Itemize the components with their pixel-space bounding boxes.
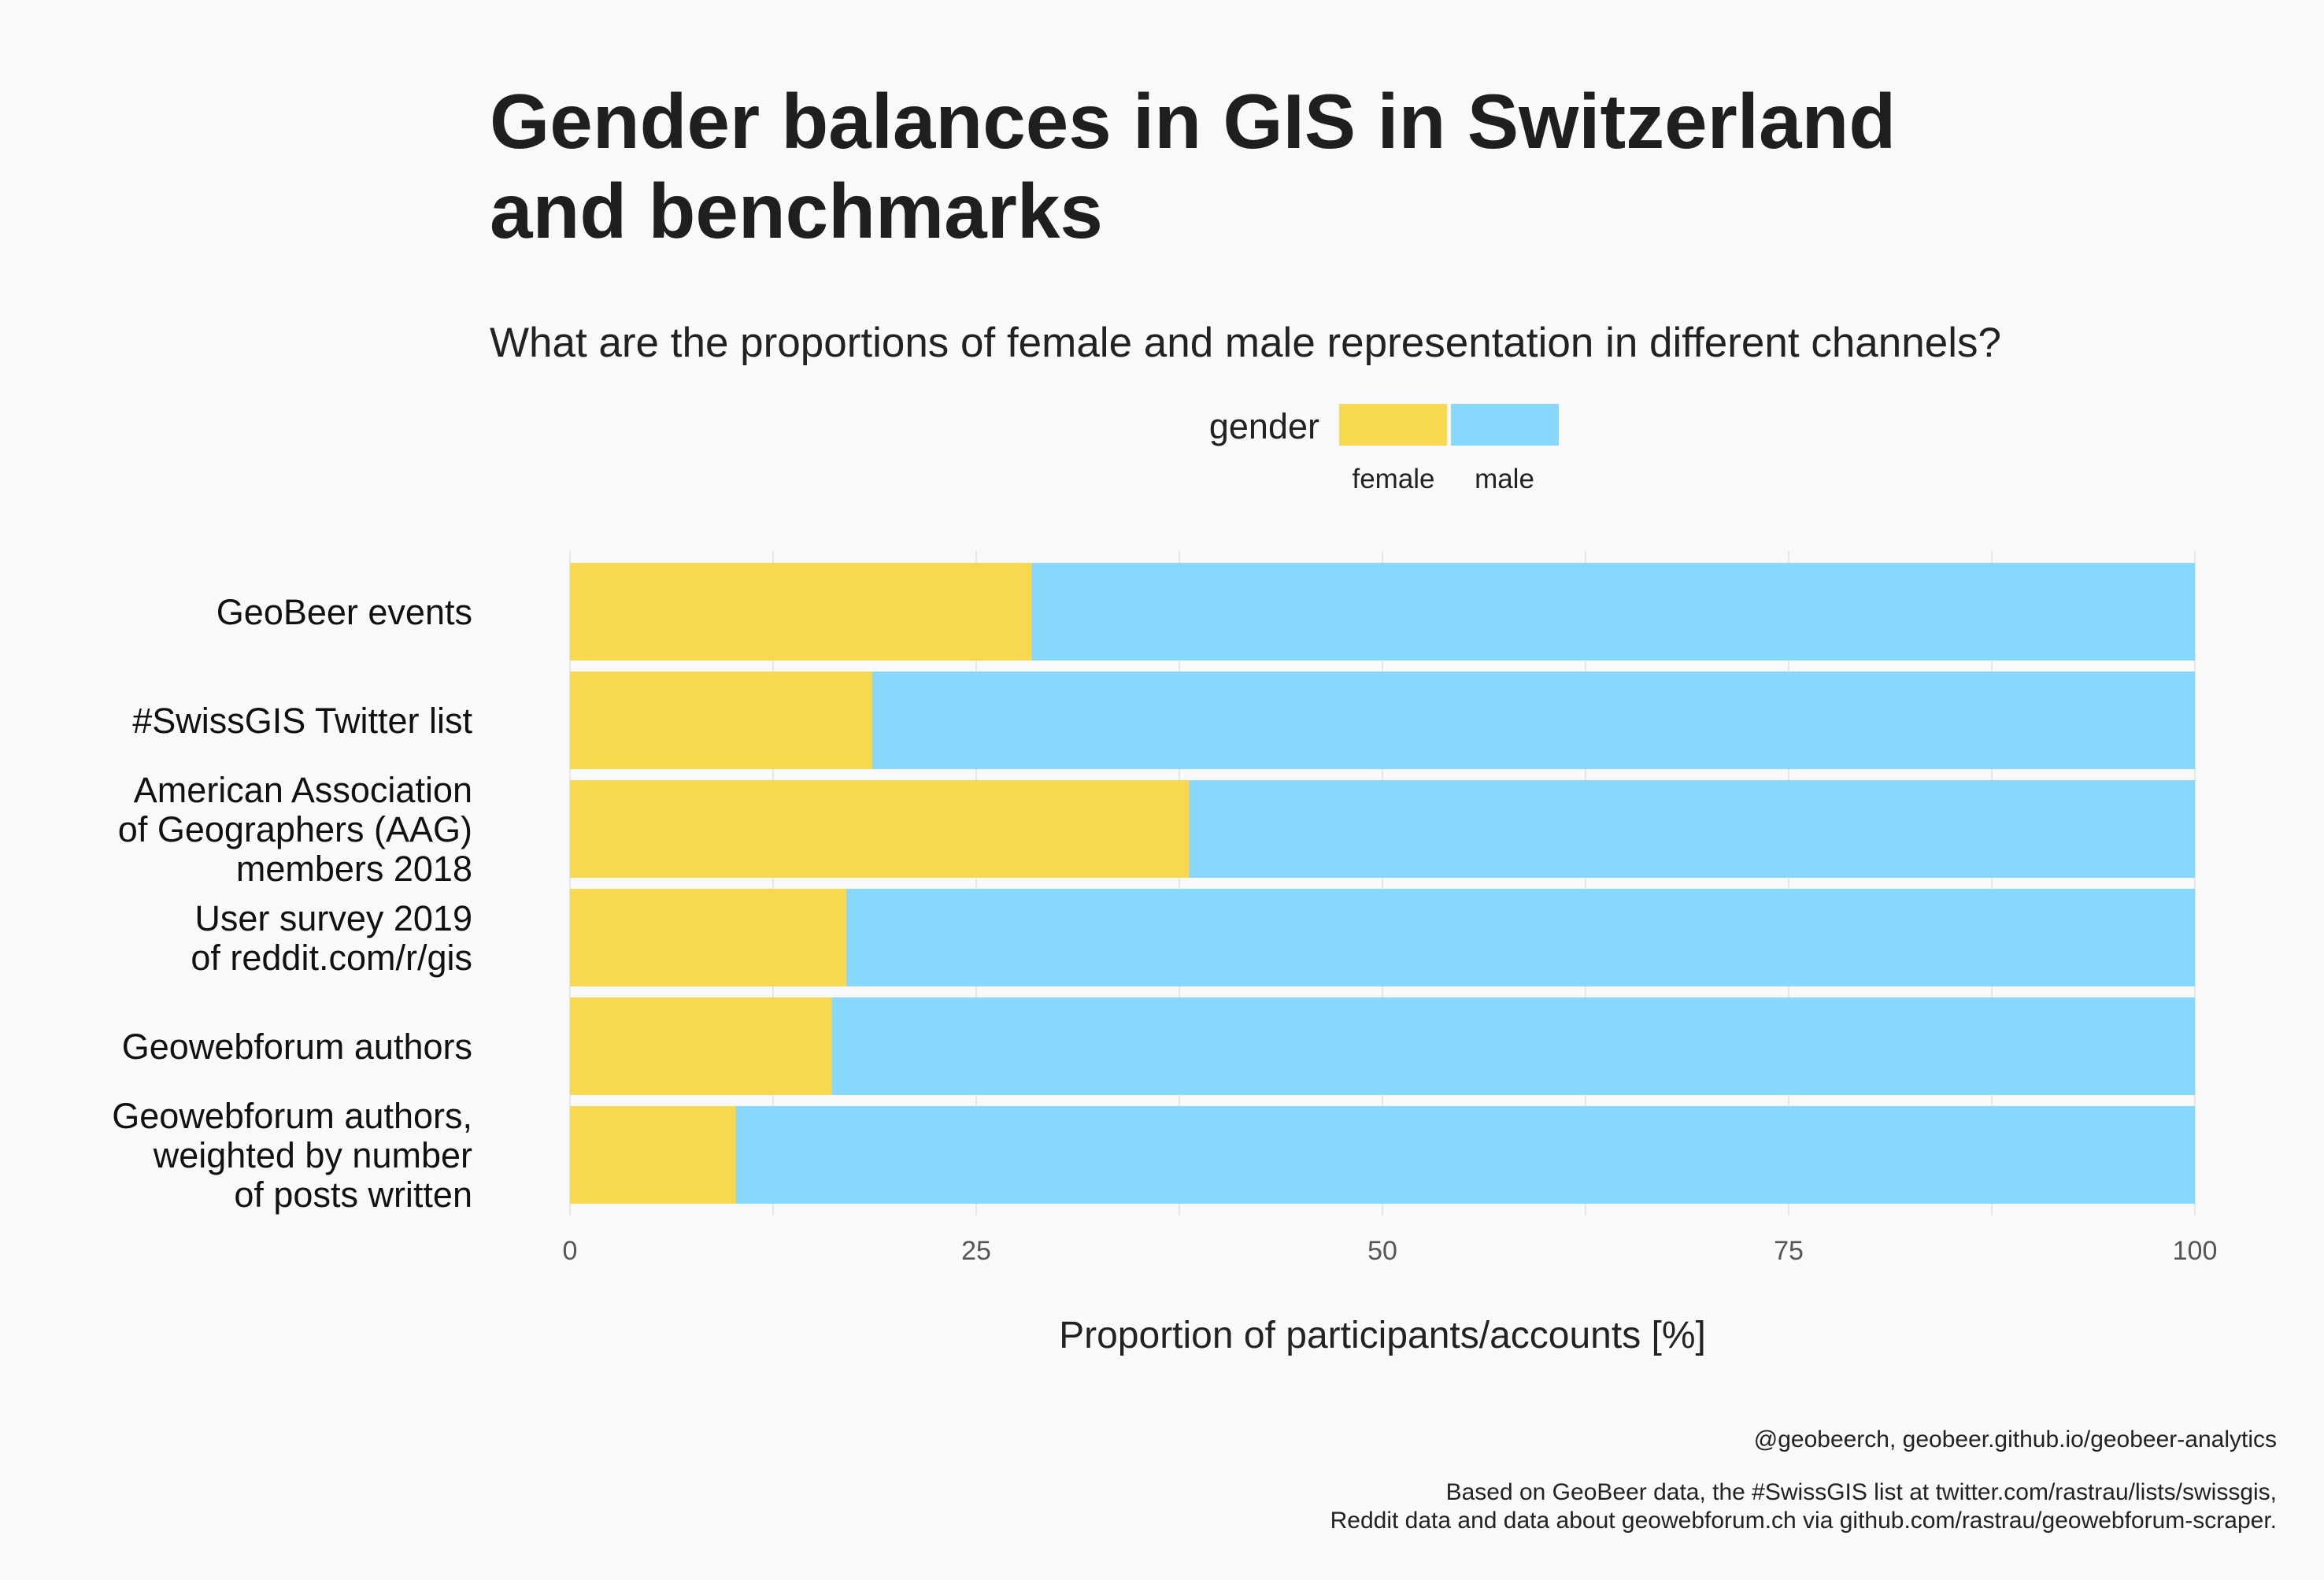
category-label-5-line-1: weighted by number — [153, 1135, 472, 1175]
category-label-0-line-0: GeoBeer events — [216, 592, 472, 632]
bar-male-4 — [831, 997, 2195, 1095]
chart-subtitle: What are the proportions of female and m… — [490, 320, 2001, 366]
category-label-2-line-0: American Association — [134, 770, 472, 810]
legend-label-female: female — [1352, 464, 1434, 494]
x-axis-title: Proportion of participants/accounts [%] — [1059, 1315, 1706, 1356]
caption-line-3: Reddit data and data about geowebforum.c… — [1330, 1508, 2277, 1534]
category-label-4-line-0: Geowebforum authors — [122, 1027, 472, 1067]
bar-female-0 — [570, 563, 1032, 660]
chart-title-line-1: Gender balances in GIS in Switzerland — [490, 78, 1896, 165]
category-label-5-line-0: Geowebforum authors, — [112, 1096, 472, 1136]
bars — [570, 563, 2195, 1204]
bar-female-5 — [570, 1106, 736, 1204]
bar-male-2 — [1189, 780, 2195, 878]
x-tick-label-1: 25 — [961, 1236, 991, 1266]
caption-line-0: @geobeerch, geobeer.github.io/geobeer-an… — [1754, 1426, 2277, 1452]
category-label-1-line-0: #SwissGIS Twitter list — [132, 701, 472, 741]
bar-female-3 — [570, 889, 846, 986]
bar-male-0 — [1031, 563, 2195, 660]
category-label-3-line-0: User survey 2019 — [194, 898, 472, 938]
bar-female-1 — [570, 672, 872, 769]
gridlines — [569, 551, 2196, 1216]
caption-line-2: Based on GeoBeer data, the #SwissGIS lis… — [1446, 1479, 2277, 1505]
bar-male-3 — [846, 889, 2195, 986]
legend-swatch-female — [1339, 404, 1447, 446]
category-label-5-line-2: of posts written — [234, 1175, 472, 1215]
caption: @geobeerch, geobeer.github.io/geobeer-an… — [1330, 1426, 2277, 1534]
category-label-3-line-1: of reddit.com/r/gis — [191, 938, 472, 978]
bar-male-1 — [872, 672, 2195, 769]
legend-swatch-male — [1451, 404, 1559, 446]
legend-title: gender — [1209, 406, 1319, 446]
bar-female-4 — [570, 997, 832, 1095]
legend: gender female male — [1209, 404, 1559, 494]
chart-title-line-2: and benchmarks — [490, 168, 1103, 254]
x-tick-label-4: 100 — [2173, 1236, 2218, 1266]
category-label-2-line-2: members 2018 — [236, 849, 472, 889]
bar-female-2 — [570, 780, 1190, 878]
x-axis-ticks: 0 25 50 75 100 — [563, 1236, 2218, 1266]
category-label-2-line-1: of Geographers (AAG) — [118, 809, 472, 849]
x-tick-label-3: 75 — [1774, 1236, 1804, 1266]
bar-male-5 — [735, 1106, 2195, 1204]
x-tick-label-0: 0 — [563, 1236, 578, 1266]
x-tick-label-2: 50 — [1367, 1236, 1397, 1266]
legend-label-male: male — [1475, 464, 1534, 494]
category-labels: GeoBeer events #SwissGIS Twitter list Amer… — [112, 592, 472, 1215]
